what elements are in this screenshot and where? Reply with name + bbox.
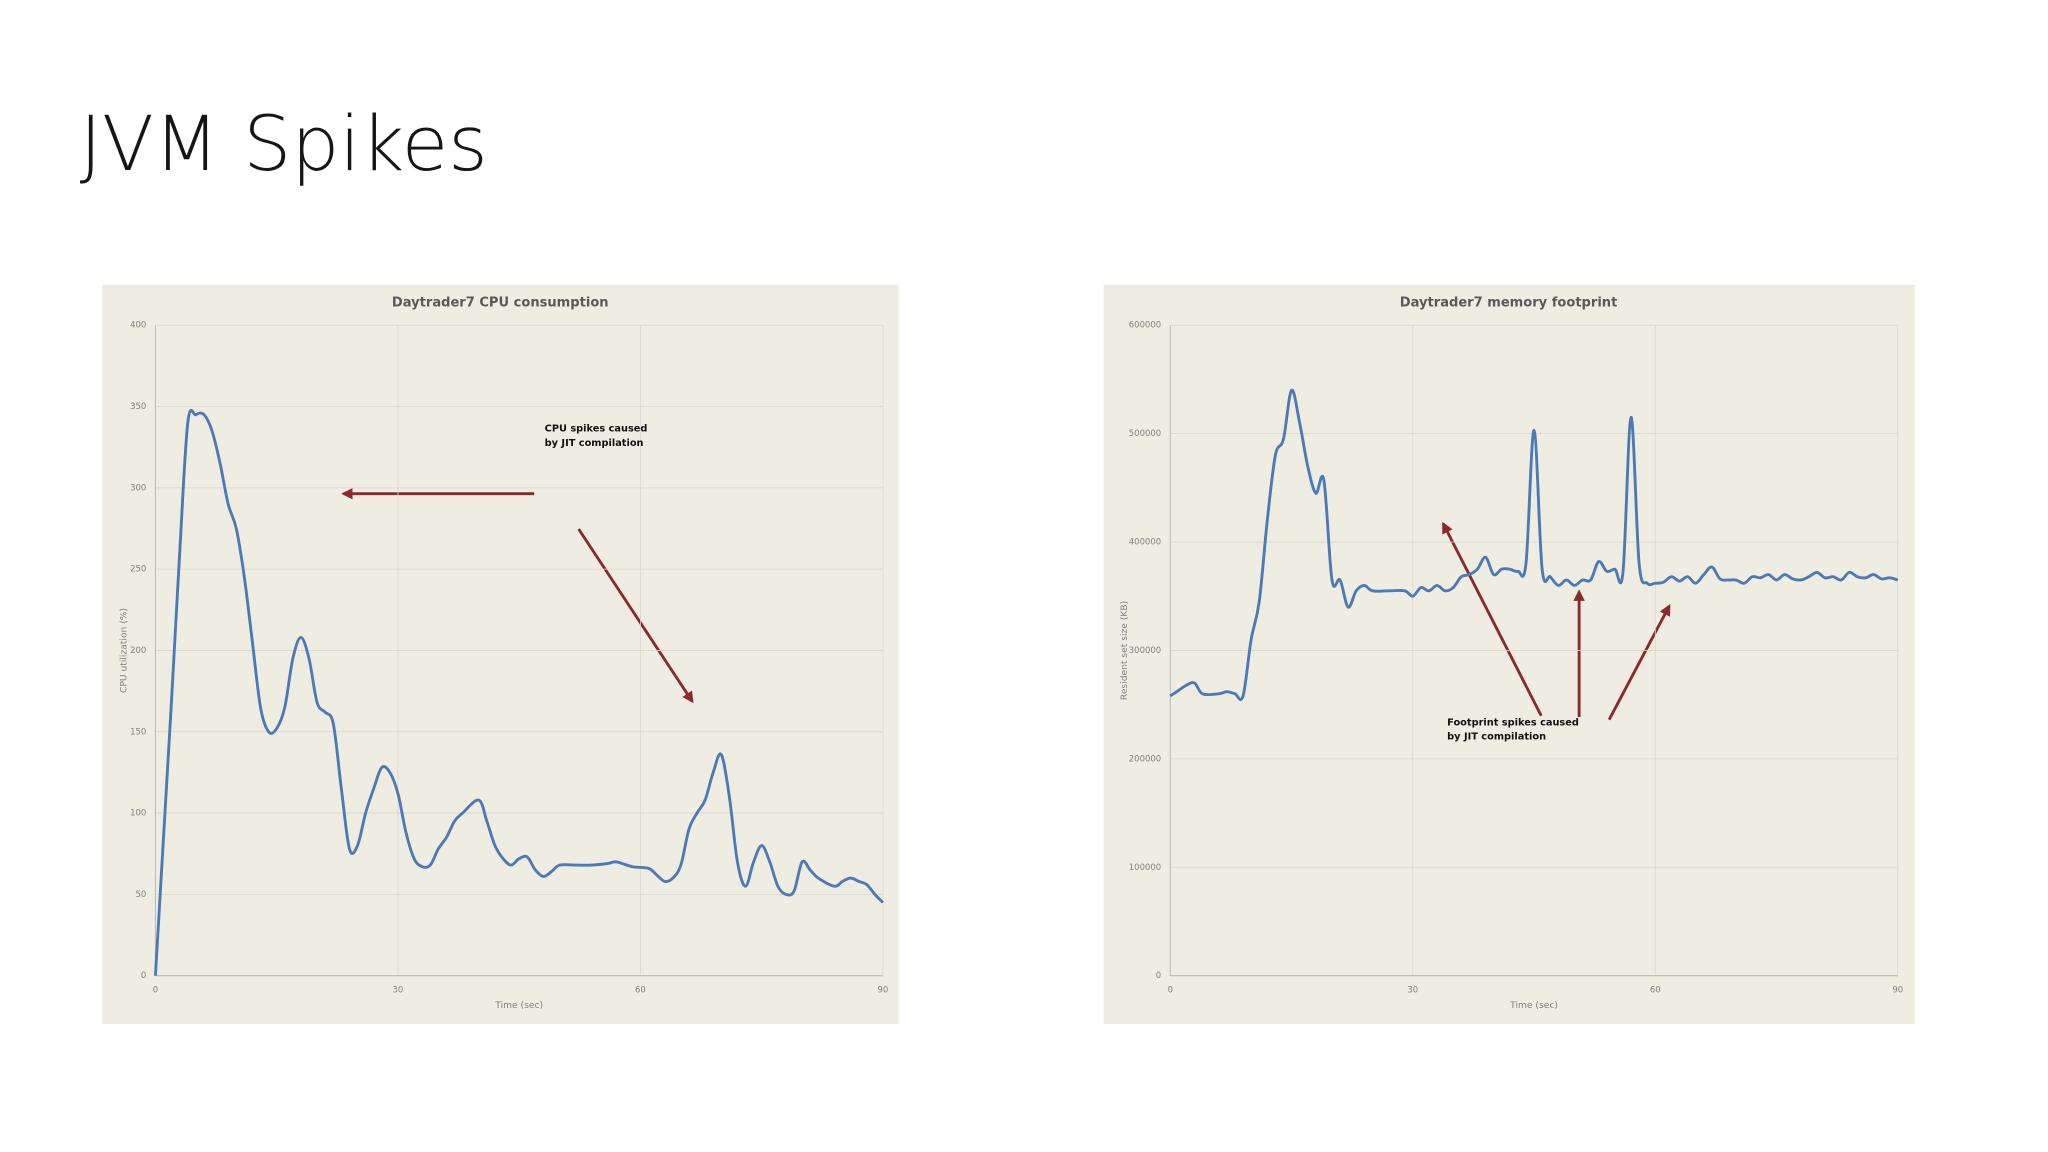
y-tick-label: 500000 [1129, 428, 1161, 438]
x-axis-label: Time (sec) [1509, 1001, 1558, 1011]
y-tick-label: 200000 [1129, 753, 1161, 763]
page-title: JVM Spikes [80, 100, 488, 188]
chart-panel [101, 284, 899, 1024]
y-tick-label: 250 [130, 564, 146, 574]
y-axis-label: Resident set size (KB) [1120, 601, 1130, 700]
annotation: by JIT compilation [545, 438, 644, 449]
y-tick-label: 100 [130, 808, 146, 818]
chart-title: Daytrader7 memory footprint [1400, 296, 1618, 311]
x-tick-label: 30 [1407, 985, 1418, 995]
y-tick-label: 0 [141, 970, 146, 980]
x-tick-label: 90 [1892, 985, 1903, 995]
x-tick-label: 0 [153, 985, 158, 995]
data-line [153, 409, 884, 976]
y-tick-label: 400000 [1129, 537, 1161, 547]
y-tick-label: 200 [130, 645, 146, 655]
y-tick-label: 100000 [1129, 862, 1161, 872]
y-tick-label: 50 [136, 889, 147, 899]
y-tick-label: 300000 [1129, 645, 1161, 655]
chart-title: Daytrader7 CPU consumption [392, 296, 609, 311]
y-tick-label: 150 [130, 726, 146, 736]
annotation: by JIT compilation [1447, 732, 1546, 743]
annotation: Footprint spikes caused [1447, 717, 1579, 728]
arrow [1607, 604, 1671, 721]
x-tick-label: 30 [393, 985, 404, 995]
arrow [1441, 521, 1543, 717]
annotation: CPU spikes caused [545, 423, 648, 434]
x-tick-label: 60 [1650, 985, 1661, 995]
y-tick-label: 600000 [1129, 320, 1161, 330]
data-line [1169, 388, 1899, 701]
x-tick-label: 60 [635, 985, 646, 995]
arrow [577, 528, 694, 704]
x-tick-label: 0 [1168, 985, 1173, 995]
x-tick-label: 90 [878, 985, 889, 995]
y-tick-label: 350 [130, 401, 146, 411]
y-tick-label: 300 [130, 482, 146, 492]
y-tick-label: 400 [130, 320, 146, 330]
y-tick-label: 0 [1156, 970, 1161, 980]
y-axis-label: CPU utilization (%) [120, 608, 130, 693]
x-axis-label: Time (sec) [494, 1001, 543, 1011]
